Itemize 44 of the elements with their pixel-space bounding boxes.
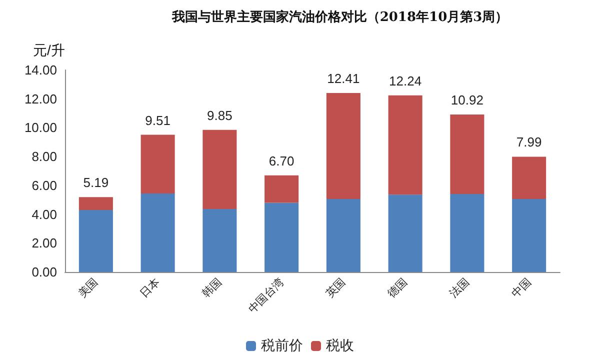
total-label: 9.85 <box>207 108 232 123</box>
bar <box>78 197 113 210</box>
bar <box>512 198 546 272</box>
x-tick-label: 日本 <box>138 275 162 300</box>
total-label: 12.41 <box>327 70 360 86</box>
bar <box>140 194 175 272</box>
bar <box>140 134 175 194</box>
bar <box>264 202 299 272</box>
bar <box>326 198 360 272</box>
x-tick-label: 韩国 <box>200 275 224 300</box>
bar <box>512 156 546 199</box>
y-tick-label: 8.00 <box>32 149 57 164</box>
bar <box>78 210 113 272</box>
y-axis-title: 元/升 <box>33 42 65 58</box>
legend-label: 税前价 <box>261 338 303 354</box>
total-label: 12.24 <box>389 73 422 88</box>
x-tick-label: 中国 <box>508 275 534 300</box>
bar <box>264 175 299 203</box>
x-tick-label: 法国 <box>447 275 472 300</box>
total-label: 6.70 <box>268 153 294 168</box>
y-tick-label: 10.00 <box>24 120 57 136</box>
bar <box>326 92 360 199</box>
bar <box>202 208 237 272</box>
bar <box>450 194 484 272</box>
total-label: 5.19 <box>83 175 109 190</box>
y-tick-label: 0.00 <box>32 264 57 280</box>
total-label: 7.99 <box>516 134 542 150</box>
chart-title: 我国与世界主要国家汽油价格对比（2018年10月第3周） <box>170 9 508 25</box>
y-tick-label: 12.00 <box>24 91 57 106</box>
y-tick-label: 6.00 <box>32 178 57 193</box>
y-tick-label: 4.00 <box>32 206 57 222</box>
total-label: 9.51 <box>145 112 170 128</box>
bar <box>388 95 422 195</box>
legend-label: 税收 <box>326 338 354 354</box>
x-tick-label: 美国 <box>76 275 101 300</box>
bar <box>202 130 237 209</box>
x-tick-label: 中国台湾 <box>246 275 286 316</box>
bar <box>388 194 422 272</box>
y-tick-label: 14.00 <box>24 62 57 78</box>
x-tick-label: 英国 <box>323 275 348 300</box>
x-tick-label: 德国 <box>385 275 410 300</box>
y-tick-label: 2.00 <box>32 236 57 251</box>
total-label: 10.92 <box>450 92 484 108</box>
bar <box>450 114 484 194</box>
